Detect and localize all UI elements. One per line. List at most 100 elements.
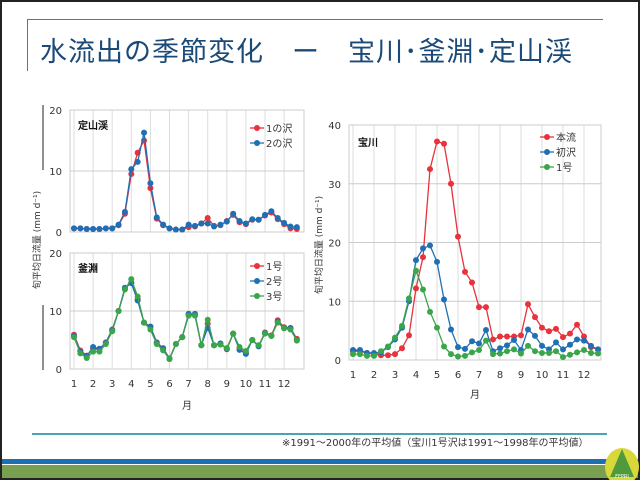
data-point	[413, 267, 419, 274]
data-point	[588, 342, 594, 349]
data-point	[420, 245, 426, 252]
data-point	[191, 222, 198, 229]
data-point	[539, 349, 545, 356]
data-point	[427, 242, 433, 249]
data-point	[574, 349, 580, 356]
data-point	[166, 356, 173, 363]
data-point	[511, 346, 517, 353]
data-point	[96, 225, 103, 232]
x-tick-label: 7	[476, 370, 482, 381]
data-point	[595, 346, 601, 353]
footer-band-green	[2, 465, 638, 478]
y-axis-label-right: 旬平均日流量 (mm d⁻¹)	[313, 196, 325, 294]
data-point	[268, 332, 275, 339]
legend-marker	[544, 134, 550, 140]
data-point	[532, 314, 538, 321]
data-point	[287, 326, 294, 333]
data-point	[115, 308, 122, 314]
legend-label: 3号	[266, 291, 282, 303]
x-tick-label: 4	[128, 379, 134, 390]
svg-text:FFPRI: FFPRI	[615, 474, 629, 480]
data-point	[223, 218, 230, 225]
data-point	[185, 312, 192, 319]
data-point	[293, 337, 300, 344]
x-tick-label: 7	[185, 379, 191, 390]
data-point	[497, 333, 503, 340]
data-point	[560, 346, 566, 353]
data-point	[350, 347, 356, 354]
data-point	[141, 129, 148, 136]
slide-title: 水流出の季節変化 ー 宝川･釜淵･定山渓	[40, 37, 573, 68]
data-point	[185, 221, 192, 228]
data-point	[483, 304, 489, 311]
x-tick-label: 5	[434, 370, 440, 381]
data-point	[147, 180, 154, 187]
data-point	[217, 221, 224, 228]
data-point	[497, 350, 503, 357]
data-point	[434, 138, 440, 145]
x-tick-label: 2	[90, 379, 96, 390]
data-point	[441, 343, 447, 350]
data-point	[281, 219, 288, 226]
data-point	[236, 343, 243, 350]
data-point	[476, 304, 482, 311]
y-tick-label: 0	[56, 228, 62, 239]
data-point	[249, 216, 256, 223]
x-tick-label: 3	[392, 370, 398, 381]
data-point	[191, 312, 198, 319]
data-point	[581, 347, 587, 354]
site-label: 定山渓	[78, 119, 109, 132]
data-point	[179, 226, 186, 233]
data-point	[90, 225, 97, 232]
data-point	[490, 336, 496, 343]
data-point	[109, 225, 116, 232]
data-point	[242, 220, 249, 227]
legend-marker	[544, 149, 550, 155]
data-point	[128, 166, 135, 173]
data-point	[455, 344, 461, 351]
x-axis-label: 月	[182, 400, 192, 412]
data-point	[141, 319, 148, 326]
legend-marker	[254, 140, 260, 146]
data-point	[581, 333, 587, 340]
y-axis-label-left: 旬平均日流量 (mm d⁻¹)	[31, 191, 43, 289]
data-point	[102, 341, 109, 348]
legend-label: 1号	[556, 162, 572, 174]
data-point	[102, 225, 109, 232]
data-point	[230, 210, 237, 217]
data-point	[96, 348, 103, 355]
data-point	[364, 352, 370, 359]
legend-label: 1号	[266, 261, 282, 273]
site-label: 釜淵	[77, 262, 98, 275]
legend-label: 2の沢	[266, 137, 292, 150]
data-point	[595, 350, 601, 357]
x-tick-label: 3	[109, 379, 115, 390]
data-point	[434, 324, 440, 331]
x-tick-label: 4	[413, 370, 419, 381]
site-label: 宝川	[358, 136, 378, 149]
data-point	[560, 334, 566, 341]
data-point	[518, 350, 524, 357]
data-point	[230, 330, 237, 337]
data-point	[378, 348, 384, 355]
data-point	[504, 348, 510, 355]
data-point	[211, 342, 218, 349]
data-point	[153, 214, 160, 221]
data-point	[462, 352, 468, 359]
title-side-rule	[27, 19, 28, 71]
data-point	[455, 353, 461, 360]
data-point	[588, 349, 594, 356]
data-point	[574, 336, 580, 343]
data-point	[204, 214, 211, 221]
legend-label: 本流	[556, 131, 576, 144]
data-point	[476, 340, 482, 347]
data-point	[553, 348, 559, 355]
footer-band-blue	[2, 459, 638, 464]
data-point	[420, 254, 426, 261]
data-point	[399, 345, 405, 352]
data-point	[198, 220, 205, 227]
data-point	[483, 327, 489, 334]
data-point	[357, 347, 363, 354]
data-point	[546, 328, 552, 335]
